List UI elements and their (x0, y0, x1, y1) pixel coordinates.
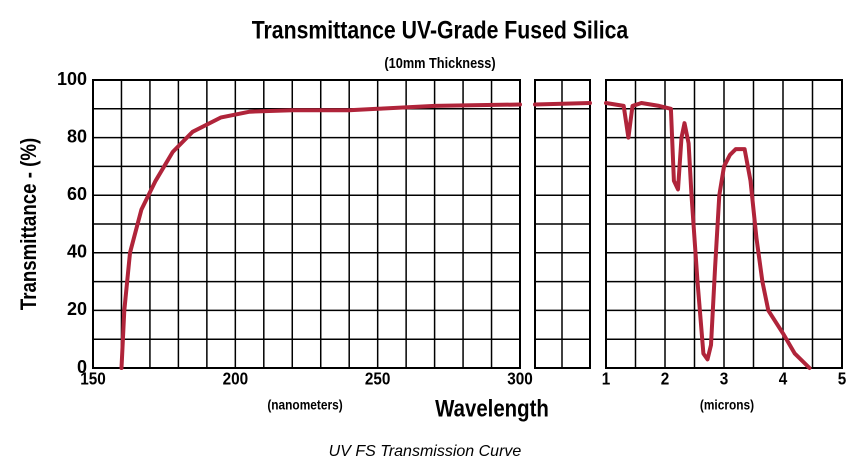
x-axis-label: Wavelength (435, 395, 549, 422)
plot-frame (92, 79, 521, 369)
x-unit-label: (microns) (700, 397, 754, 413)
data-line (604, 101, 812, 370)
x-tick-label: 3 (720, 369, 729, 389)
y-tick-label: 100 (57, 69, 87, 89)
chart-title: Transmittance UV-Grade Fused Silica (252, 16, 630, 44)
chart-subtitle: (10mm Thickness) (384, 54, 495, 71)
y-tick-label: 40 (67, 242, 87, 262)
caption: UV FS Transmission Curve (329, 443, 522, 460)
x-tick-label: 4 (779, 369, 788, 389)
y-tick-label: 0 (77, 357, 87, 377)
x-tick-label: 2 (661, 369, 670, 389)
y-tick-label: 80 (67, 126, 87, 146)
x-tick-label: 1 (602, 369, 611, 389)
x-unit-label: (nanometers) (267, 397, 342, 413)
y-tick-label: 60 (67, 184, 87, 204)
plot-frame (534, 79, 591, 369)
y-tick-label: 20 (67, 299, 87, 319)
x-tick-label: 5 (838, 369, 847, 389)
data-line (119, 102, 522, 370)
y-axis-label: Transmittance - (%) (17, 138, 41, 310)
x-tick-label: 150 (80, 369, 106, 389)
plot-frame (605, 79, 843, 369)
x-tick-label: 300 (507, 369, 533, 389)
x-tick-label: 200 (223, 369, 249, 389)
x-tick-label: 250 (365, 369, 391, 389)
data-line (533, 101, 592, 107)
